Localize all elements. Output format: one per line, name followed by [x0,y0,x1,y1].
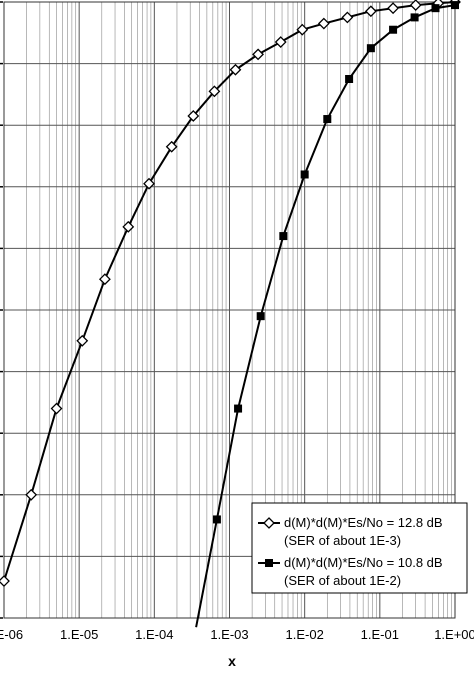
legend-sublabel-series-2: (SER of about 1E-2) [284,573,401,588]
data-point-diamond [387,2,399,15]
data-point-square [345,75,354,83]
x-tick-label: 1.E+00 [434,627,474,642]
data-point-square [323,115,332,124]
legend-marker-diamond [263,517,275,529]
data-point-diamond [76,334,89,347]
data-point-diamond [208,85,221,98]
data-point-diamond [50,402,63,415]
legend: d(M)*d(M)*Es/No = 12.8 dB (SER of about … [251,502,468,594]
data-point-diamond [274,36,287,48]
data-point-diamond [165,140,178,153]
x-tick-label: 1.E-01 [361,627,399,642]
data-point-square [234,404,243,413]
x-tick-label: 1.E-06 [0,627,23,642]
x-tick-label: 1.E-04 [135,627,173,642]
data-point-diamond [98,273,111,286]
data-point-diamond [25,488,38,501]
data-point-square [300,170,309,179]
data-point-diamond [252,48,264,61]
legend-box [251,502,468,594]
data-point-diamond [0,575,10,587]
data-point-diamond [229,63,242,76]
data-point-diamond [317,17,330,30]
data-point-square [410,13,419,22]
data-point-diamond [296,23,309,36]
plot-frame [3,1,456,619]
series-layer [0,0,461,628]
data-point-diamond [187,110,200,122]
x-tick-label: 1.E-03 [210,627,248,642]
data-point-square [279,232,288,241]
data-point-square [451,1,459,10]
data-point-diamond [143,177,155,190]
data-point-square [389,25,398,34]
legend-marker-square [265,559,273,567]
data-point-diamond [364,5,377,18]
legend-label-series-1: d(M)*d(M)*Es/No = 12.8 dB [284,515,443,530]
legend-sublabel-series-1: (SER of about 1E-3) [284,533,401,548]
data-point-square [256,312,265,321]
data-point-square [366,44,375,53]
data-point-diamond [409,0,422,11]
x-tick-label: 1.E-05 [60,627,98,642]
data-point-diamond [122,220,135,233]
x-axis-label: x [228,653,236,669]
legend-label-series-2: d(M)*d(M)*Es/No = 10.8 dB [284,555,443,570]
x-tick-label: 1.E-02 [286,627,324,642]
data-point-square [212,515,221,524]
x-tick-labels: 1.E-06 1.E-05 1.E-04 1.E-03 1.E-02 1.E-01 1.E+… [0,627,474,642]
data-point-diamond [341,11,354,24]
data-point-square [431,4,440,13]
